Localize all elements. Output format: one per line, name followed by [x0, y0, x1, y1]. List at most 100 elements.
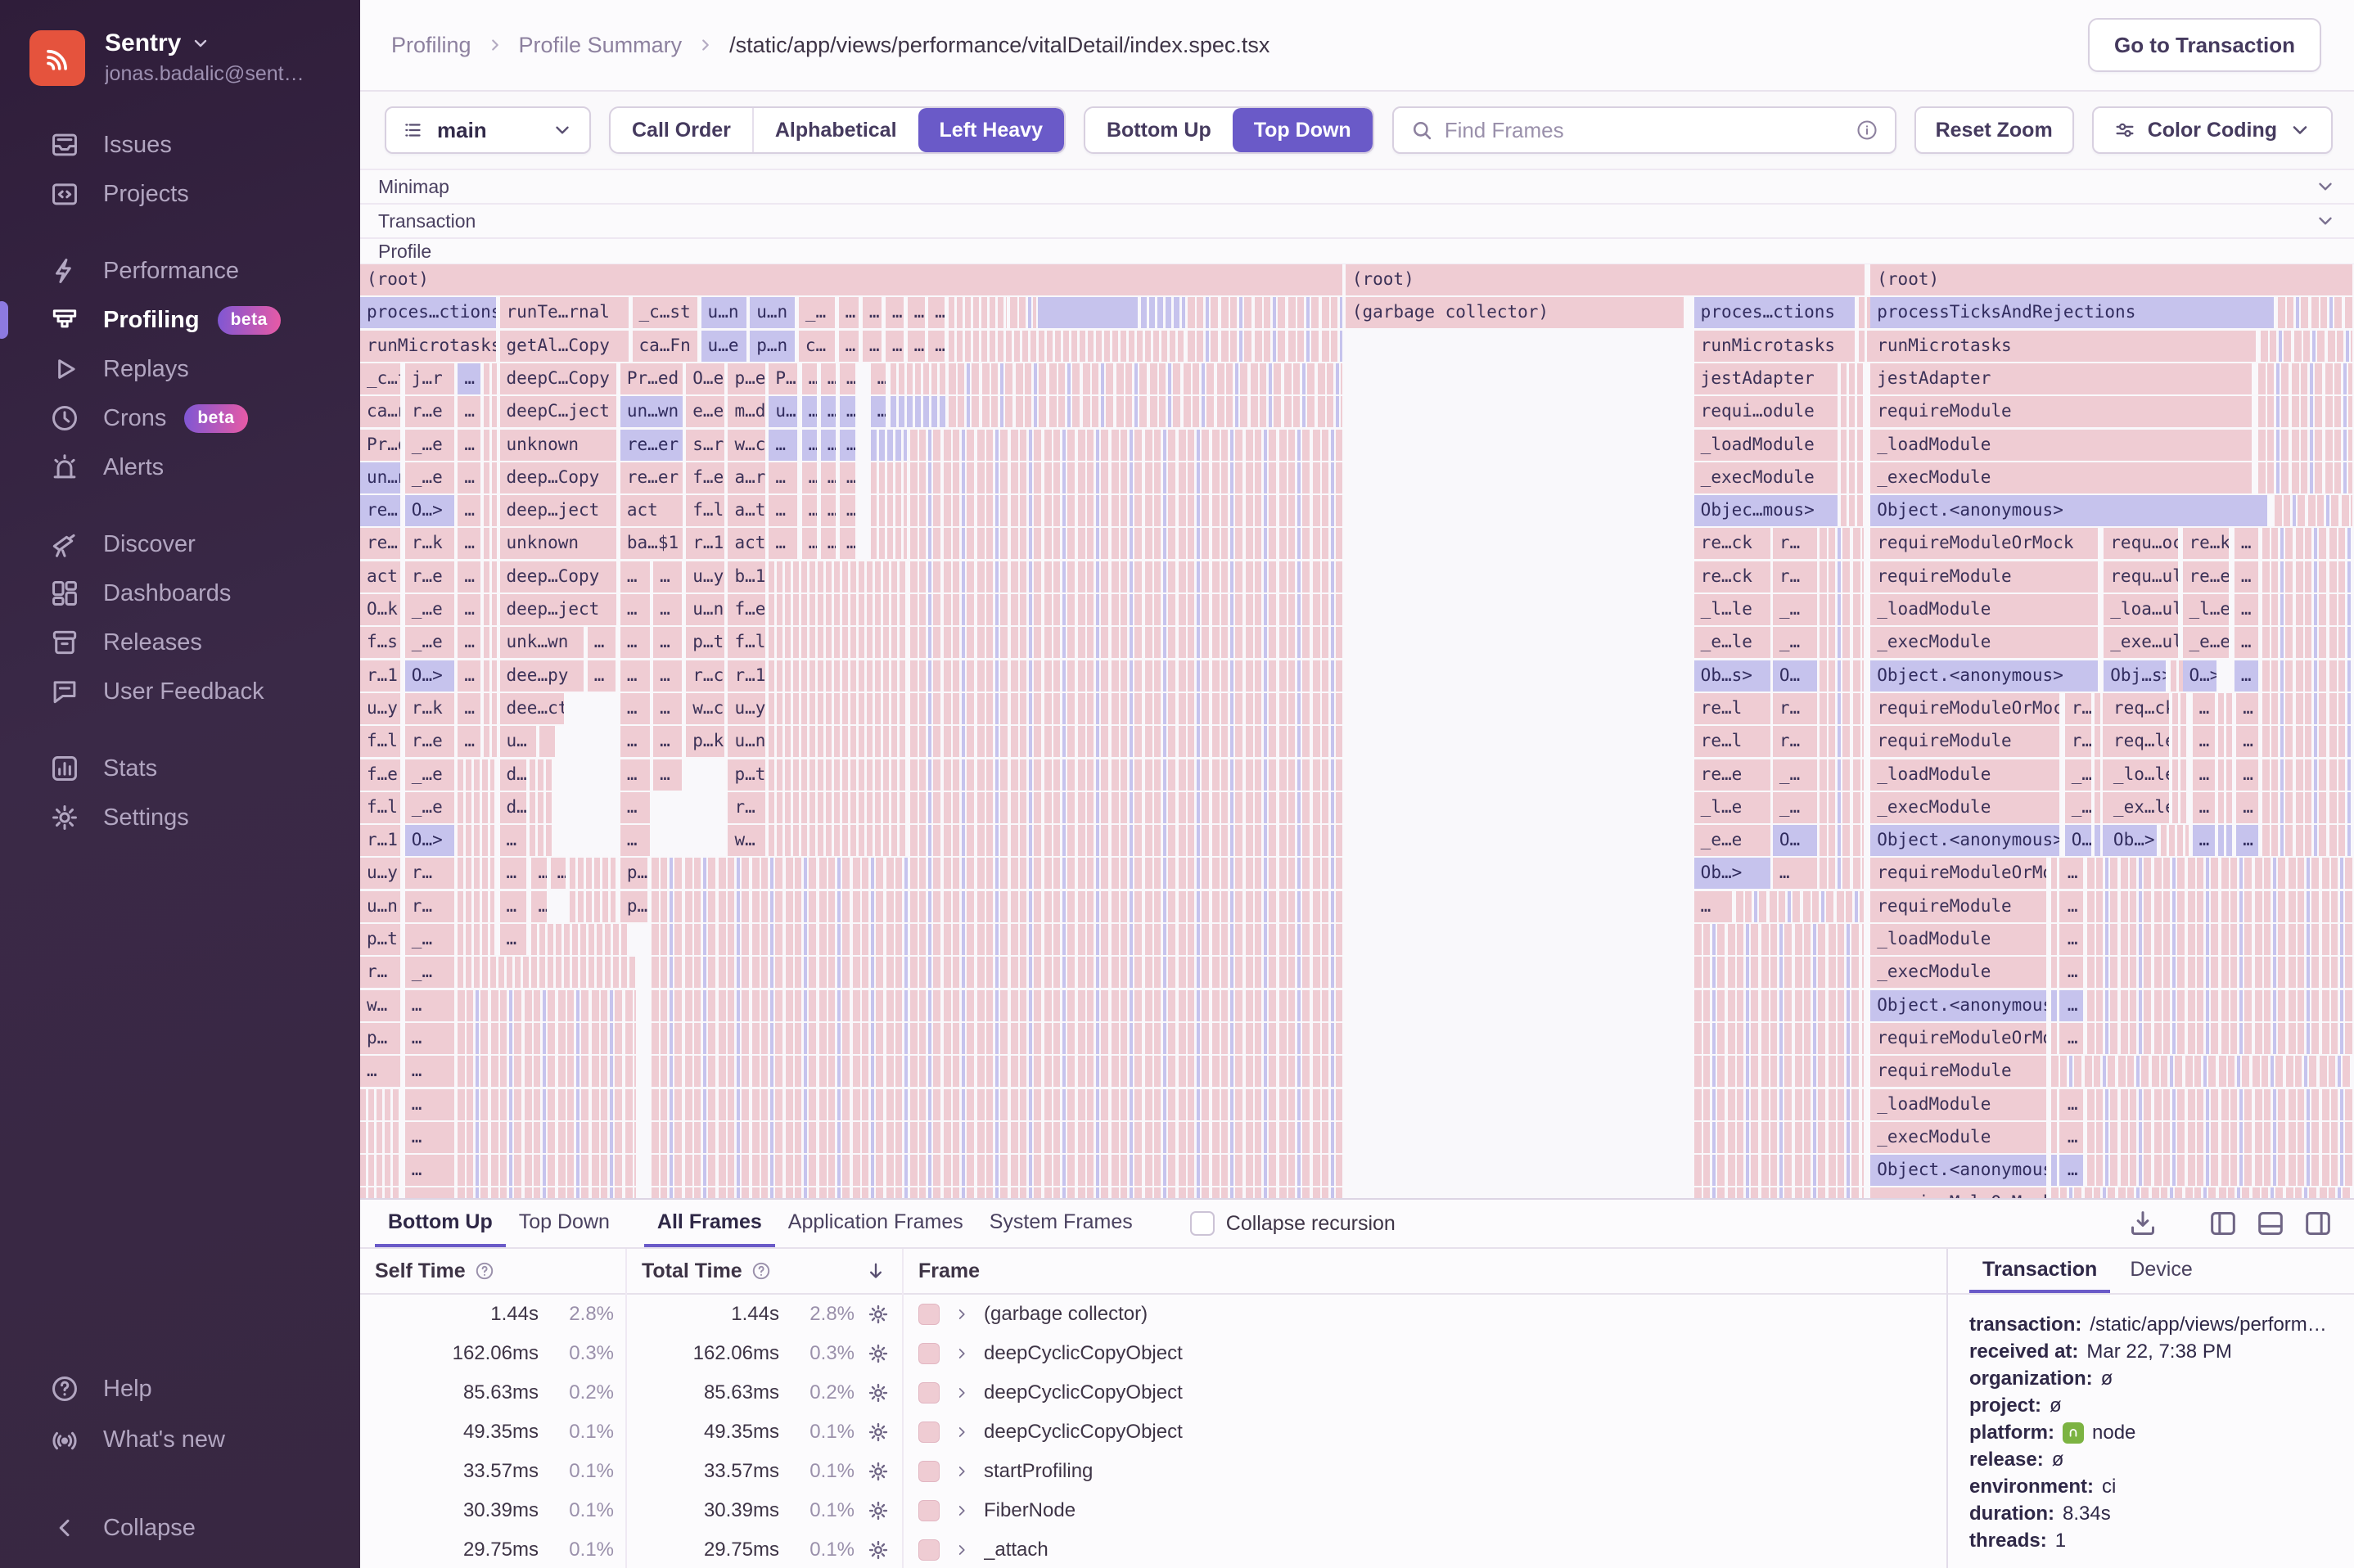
flame-frame-cluster[interactable]: [870, 528, 909, 560]
flame-frame[interactable]: _execModule: [1870, 462, 2253, 493]
flame-frame[interactable]: _…: [798, 297, 837, 329]
flame-frame[interactable]: requireModuleOrMock: [1870, 858, 2049, 890]
flame-frame-cluster[interactable]: [569, 858, 618, 890]
flame-frame[interactable]: …: [820, 528, 838, 560]
flame-frame-cluster[interactable]: [2260, 330, 2354, 362]
flame-frame-cluster[interactable]: [484, 561, 499, 593]
flame-frame[interactable]: Pr…ed: [620, 363, 684, 394]
flame-frame-cluster[interactable]: [2258, 462, 2354, 493]
flame-frame[interactable]: _…: [1772, 791, 1819, 823]
flame-frame-cluster[interactable]: [2172, 726, 2191, 758]
flame-frame[interactable]: requireModule: [1870, 890, 2049, 922]
flame-frame[interactable]: deep…Copy: [499, 561, 619, 593]
collapse-recursion-checkbox[interactable]: [1189, 1211, 1215, 1236]
flame-frame-cluster[interactable]: [651, 924, 911, 955]
flame-frame[interactable]: …: [2236, 726, 2261, 758]
flame-frame-cluster[interactable]: [458, 890, 496, 922]
flame-frame[interactable]: dee…ct: [499, 692, 566, 724]
flame-frame-cluster[interactable]: [2172, 759, 2191, 791]
flame-frame[interactable]: …: [870, 396, 888, 428]
flame-frame[interactable]: re…ck: [1693, 528, 1772, 560]
flame-frame-cluster[interactable]: [2262, 528, 2354, 560]
flame-frame[interactable]: …: [2236, 692, 2261, 724]
flame-frame[interactable]: requireModuleOrMock: [1870, 528, 2100, 560]
flame-frame-cluster[interactable]: [2086, 1088, 2354, 1120]
flame-frame-cluster[interactable]: [910, 1121, 1345, 1153]
flame-frame[interactable]: unknown: [499, 429, 619, 461]
table-row-frame[interactable]: FiberNode: [904, 1491, 1946, 1530]
flame-frame-cluster[interactable]: [2262, 791, 2354, 823]
flame-frame[interactable]: _execModule: [1870, 791, 2061, 823]
flame-frame-cluster[interactable]: [2262, 627, 2354, 659]
go-to-transaction-button[interactable]: Go to Transaction: [2087, 18, 2321, 72]
org-switcher[interactable]: Sentry jonas.badalic@sent…: [0, 0, 360, 107]
flame-frame[interactable]: …: [653, 692, 683, 724]
flame-frame-cluster[interactable]: [2086, 890, 2354, 922]
flame-frame[interactable]: …: [499, 924, 528, 955]
flame-frame-cluster[interactable]: [910, 858, 1345, 890]
sidebar-item-what-s-new[interactable]: What's new: [0, 1414, 360, 1465]
flame-frame[interactable]: u…y: [728, 692, 767, 724]
flame-frame[interactable]: r…k: [404, 692, 456, 724]
sort-option-call-order[interactable]: Call Order: [632, 118, 731, 142]
flame-frame[interactable]: …: [531, 890, 549, 922]
frame-header[interactable]: Frame: [904, 1249, 1946, 1295]
flame-frame[interactable]: …: [458, 561, 482, 593]
flame-frame[interactable]: …: [404, 1088, 456, 1120]
flame-frame-cluster[interactable]: [910, 890, 1345, 922]
flame-frame-cluster[interactable]: [910, 957, 1345, 989]
flame-frame[interactable]: runMicrotasks: [360, 330, 498, 362]
flame-frame[interactable]: …: [928, 330, 947, 362]
flame-frame-cluster[interactable]: [1693, 1155, 1866, 1187]
flame-frame-cluster[interactable]: [769, 726, 909, 758]
chevron-right-icon[interactable]: [953, 1502, 971, 1520]
flame-frame[interactable]: requireModuleOrMock: [1870, 692, 2061, 724]
sidebar-item-help[interactable]: Help: [0, 1363, 360, 1414]
flame-frame[interactable]: un…n: [360, 462, 403, 493]
flame-frame[interactable]: …: [620, 759, 652, 791]
tab-system-frames[interactable]: System Frames: [989, 1210, 1133, 1233]
flame-frame[interactable]: u…n: [360, 890, 403, 922]
flame-frame[interactable]: _loadModule: [1870, 759, 2061, 791]
flame-frame[interactable]: f…e: [686, 462, 726, 493]
flame-frame-cluster[interactable]: [2262, 726, 2354, 758]
flame-frame[interactable]: …: [801, 495, 819, 527]
flame-frame-cluster[interactable]: [890, 396, 949, 428]
flame-frame[interactable]: …: [531, 858, 549, 890]
flame-frame[interactable]: f…s: [360, 627, 403, 659]
flame-frame-cluster[interactable]: [2258, 429, 2354, 461]
flame-frame[interactable]: …: [458, 692, 482, 724]
thread-selector[interactable]: main: [385, 106, 591, 154]
flame-frame[interactable]: …: [458, 660, 482, 692]
flame-frame-cluster[interactable]: [2086, 1121, 2354, 1153]
flame-frame[interactable]: …: [653, 627, 683, 659]
direction-option-bottom-up[interactable]: Bottom Up: [1106, 118, 1211, 142]
details-tab-transaction[interactable]: Transaction: [1969, 1249, 2111, 1293]
flame-frame-cluster[interactable]: [458, 1155, 638, 1187]
flame-frame[interactable]: re…l: [1693, 692, 1772, 724]
flame-frame-cluster[interactable]: [1820, 594, 1866, 625]
direction-option-top-down[interactable]: Top Down: [1232, 108, 1373, 152]
flame-frame[interactable]: jestAdapter: [1870, 363, 2253, 394]
flame-frame-cluster[interactable]: [2278, 297, 2354, 329]
flame-frame-cluster[interactable]: [910, 924, 1345, 955]
flame-frame-cluster[interactable]: [1820, 627, 1866, 659]
flame-frame[interactable]: …: [2234, 561, 2261, 593]
flame-frame-cluster[interactable]: [1840, 363, 1867, 394]
gear-icon[interactable]: [866, 1381, 891, 1405]
sort-descending-icon[interactable]: [864, 1259, 887, 1282]
flame-frame[interactable]: …: [458, 627, 482, 659]
flame-frame[interactable]: Ob…>: [2106, 825, 2159, 857]
flame-frame-cluster[interactable]: [890, 363, 949, 394]
flame-frame[interactable]: …: [801, 462, 819, 493]
flame-frame-cluster[interactable]: [2086, 957, 2354, 989]
tab-bottom-up[interactable]: Bottom Up: [375, 1200, 506, 1247]
flame-frame[interactable]: r…: [1772, 561, 1819, 593]
flame-frame[interactable]: d…: [499, 759, 528, 791]
flame-frame-cluster[interactable]: [484, 363, 499, 394]
flame-frame-cluster[interactable]: [360, 1088, 403, 1120]
flame-frame[interactable]: …: [404, 1022, 456, 1054]
dock-bottom-icon[interactable]: [2254, 1207, 2287, 1240]
flame-frame-cluster[interactable]: [2086, 1155, 2354, 1187]
sidebar-item-releases[interactable]: Releases: [0, 618, 360, 667]
